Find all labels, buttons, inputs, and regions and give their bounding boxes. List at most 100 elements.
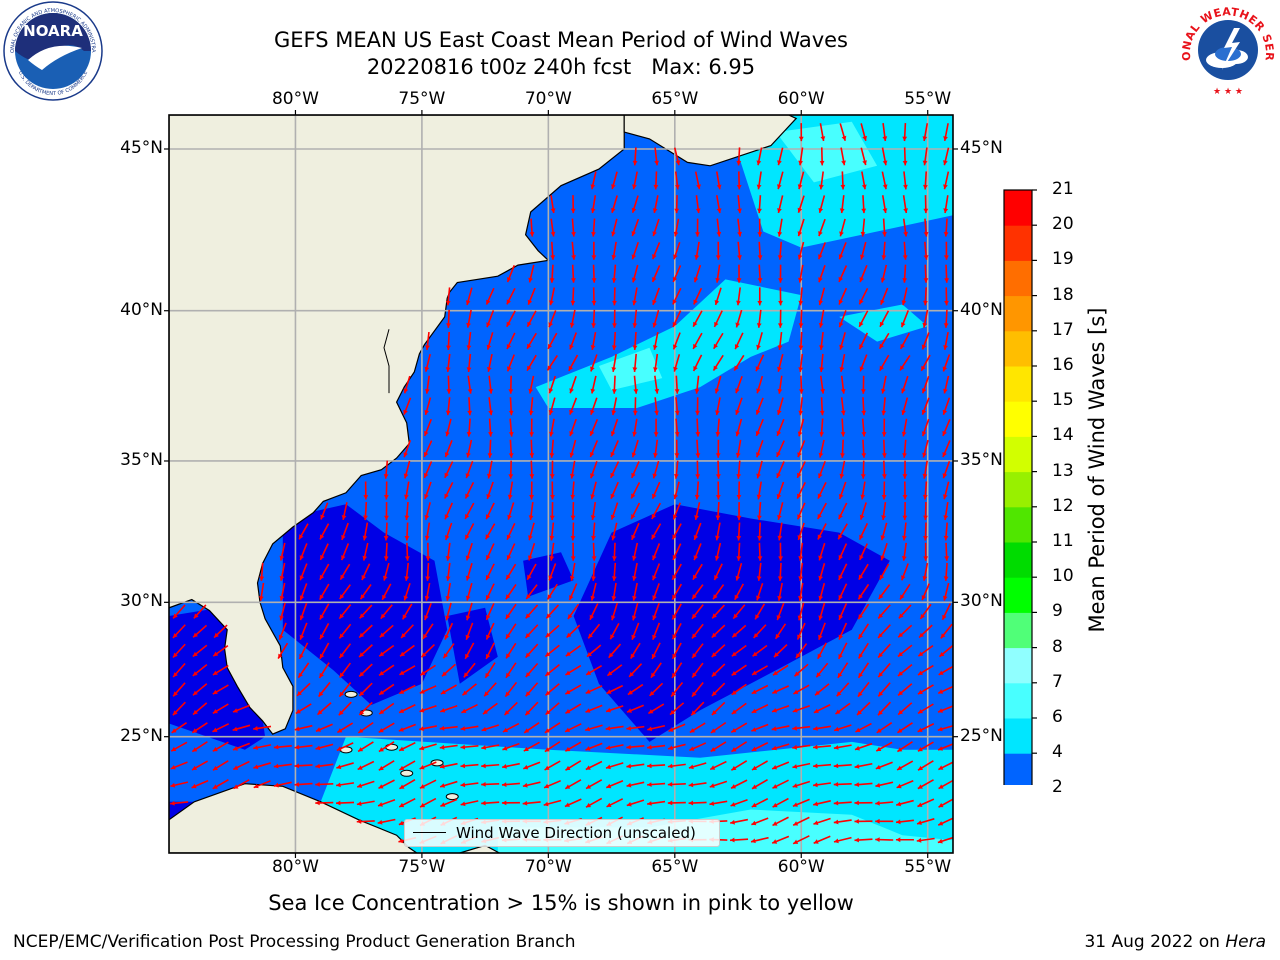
direction-arrow-head bbox=[896, 819, 901, 825]
direction-arrow-head bbox=[875, 764, 881, 770]
direction-arrow-head bbox=[465, 300, 471, 305]
direction-arrow-head bbox=[756, 576, 762, 581]
direction-arrow-head bbox=[547, 594, 552, 600]
direction-arrow-head bbox=[274, 782, 279, 788]
direction-arrow-head bbox=[673, 494, 678, 500]
direction-arrow-head bbox=[943, 184, 948, 190]
direction-arrow-head bbox=[880, 299, 885, 305]
direction-arrow-head bbox=[569, 576, 575, 581]
direction-arrow-head bbox=[902, 136, 908, 142]
direction-arrow-head bbox=[881, 255, 887, 260]
direction-arrow-head bbox=[565, 651, 571, 657]
direction-arrow-head bbox=[752, 765, 757, 770]
direction-arrow-head bbox=[674, 389, 680, 394]
direction-arrow-head bbox=[715, 432, 721, 437]
direction-arrow-head bbox=[793, 821, 799, 826]
direction-arrow-head bbox=[383, 536, 389, 541]
direction-arrow-head bbox=[695, 232, 700, 237]
direction-arrow-head bbox=[632, 431, 637, 437]
direction-arrow-head bbox=[820, 389, 825, 394]
direction-arrow-head bbox=[565, 689, 571, 695]
direction-arrow-head bbox=[233, 708, 238, 713]
direction-arrow-head bbox=[672, 554, 677, 560]
direction-arrow-head bbox=[508, 474, 514, 479]
direction-arrow-head bbox=[232, 726, 238, 732]
direction-arrow-head bbox=[505, 614, 511, 620]
lat-tick-label-left: 25°N bbox=[120, 725, 163, 746]
direction-arrow-head bbox=[818, 473, 823, 479]
direction-arrow-head bbox=[923, 300, 928, 306]
colorbar-tick-label: 21 bbox=[1052, 179, 1074, 199]
direction-arrow-head bbox=[173, 652, 178, 658]
direction-arrow-head bbox=[590, 515, 596, 520]
direction-arrow-head bbox=[611, 535, 616, 541]
direction-arrow-head bbox=[858, 691, 863, 697]
direction-arrow-head bbox=[253, 745, 258, 750]
direction-arrow-head bbox=[525, 652, 531, 658]
direction-arrow-head bbox=[506, 321, 511, 327]
direction-arrow-head bbox=[694, 515, 699, 520]
direction-arrow-head bbox=[383, 575, 388, 581]
direction-arrow-head bbox=[875, 837, 880, 842]
direction-arrow-head bbox=[777, 255, 783, 260]
direction-arrow-head bbox=[797, 207, 803, 213]
direction-arrow-head bbox=[481, 745, 487, 750]
mid-period-region bbox=[535, 279, 802, 408]
direction-arrow-head bbox=[817, 653, 822, 659]
direction-arrow-head bbox=[922, 136, 928, 141]
direction-arrow-head bbox=[612, 556, 617, 561]
direction-arrow-head bbox=[504, 710, 510, 715]
direction-arrow-head bbox=[813, 782, 818, 788]
direction-arrow-head bbox=[839, 208, 845, 214]
direction-arrow-head bbox=[378, 784, 384, 789]
direction-arrow-head bbox=[543, 801, 549, 807]
direction-arrow-head bbox=[777, 231, 783, 237]
direction-arrow-head bbox=[570, 300, 576, 306]
colorbar-segment bbox=[1004, 471, 1032, 508]
direction-arrow-head bbox=[631, 534, 636, 540]
direction-arrow-head bbox=[460, 744, 466, 750]
direction-arrow-head bbox=[212, 765, 218, 771]
direction-arrow-head bbox=[488, 432, 493, 437]
direction-arrow-head bbox=[508, 410, 514, 416]
direction-arrow-head bbox=[564, 802, 570, 807]
direction-arrow-head bbox=[299, 595, 305, 601]
direction-arrow-head bbox=[668, 745, 673, 751]
direction-arrow-head bbox=[279, 555, 285, 561]
direction-arrow-head bbox=[460, 782, 466, 788]
direction-arrow-head bbox=[379, 651, 385, 657]
direction-arrow-head bbox=[834, 838, 839, 844]
direction-arrow-head bbox=[524, 728, 530, 733]
direction-arrow-head bbox=[299, 575, 305, 581]
lat-tick-label-left: 40°N bbox=[120, 299, 163, 320]
direction-arrow-head bbox=[917, 689, 923, 695]
direction-arrow-head bbox=[439, 744, 445, 750]
direction-arrow-head bbox=[861, 208, 867, 214]
direction-arrow-head bbox=[792, 744, 797, 750]
direction-arrow-head bbox=[359, 652, 364, 657]
direction-arrow-head bbox=[818, 208, 824, 213]
direction-arrow-head bbox=[315, 782, 320, 787]
direction-arrow-head bbox=[737, 255, 742, 260]
direction-arrow-head bbox=[778, 300, 783, 306]
direction-arrow-head bbox=[838, 276, 843, 282]
direction-arrow-head bbox=[792, 802, 798, 807]
direction-arrow-head bbox=[818, 452, 824, 458]
direction-arrow-head bbox=[378, 728, 384, 733]
direction-arrow-head bbox=[528, 555, 533, 561]
direction-arrow-head bbox=[921, 409, 927, 415]
direction-arrow-head bbox=[838, 614, 844, 620]
direction-arrow-head bbox=[253, 726, 258, 731]
direction-arrow-head bbox=[319, 594, 324, 600]
colorbar-tick-label: 12 bbox=[1052, 495, 1074, 516]
direction-arrow-head bbox=[652, 299, 657, 305]
direction-arrow-head bbox=[855, 727, 861, 732]
direction-arrow-head bbox=[734, 594, 739, 600]
lon-tick-label-bottom: 75°W bbox=[398, 857, 446, 877]
direction-arrow-head bbox=[731, 784, 736, 789]
direction-arrow-head bbox=[320, 514, 325, 520]
direction-arrow-head bbox=[547, 365, 552, 371]
direction-arrow-head bbox=[942, 473, 948, 479]
direction-arrow-head bbox=[731, 670, 737, 676]
direction-arrow-head bbox=[612, 323, 617, 328]
